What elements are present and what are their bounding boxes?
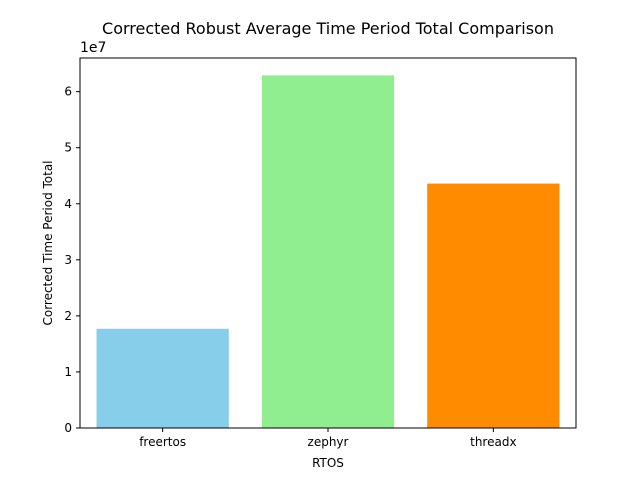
y-tick-label-6: 6: [64, 85, 72, 99]
bar-zephyr: [261, 75, 395, 428]
y-axis-ticks: 0 1 2 3 4 5 6: [64, 85, 80, 435]
bar-threadx: [427, 183, 560, 428]
plot-frame: [79, 57, 577, 429]
x-tick-label-zephyr: zephyr: [308, 435, 349, 449]
y-tick-label-3: 3: [64, 253, 72, 267]
bar-group: [96, 75, 560, 428]
chart-title: Corrected Robust Average Time Period Tot…: [102, 19, 554, 38]
x-tick-label-freertos: freertos: [139, 435, 186, 449]
x-tick-label-threadx: threadx: [470, 435, 516, 449]
x-axis-ticks: freertos zephyr threadx: [139, 428, 517, 449]
bar-freertos: [96, 328, 229, 428]
y-axis-label: Corrected Time Period Total: [41, 160, 55, 325]
y-tick-label-4: 4: [64, 197, 72, 211]
y-tick-label-0: 0: [64, 421, 72, 435]
y-tick-label-5: 5: [64, 141, 72, 155]
y-axis-scale-label: 1e7: [80, 40, 106, 56]
y-tick-label-2: 2: [64, 309, 72, 323]
x-axis-label: RTOS: [312, 456, 344, 470]
y-tick-label-1: 1: [64, 365, 72, 379]
